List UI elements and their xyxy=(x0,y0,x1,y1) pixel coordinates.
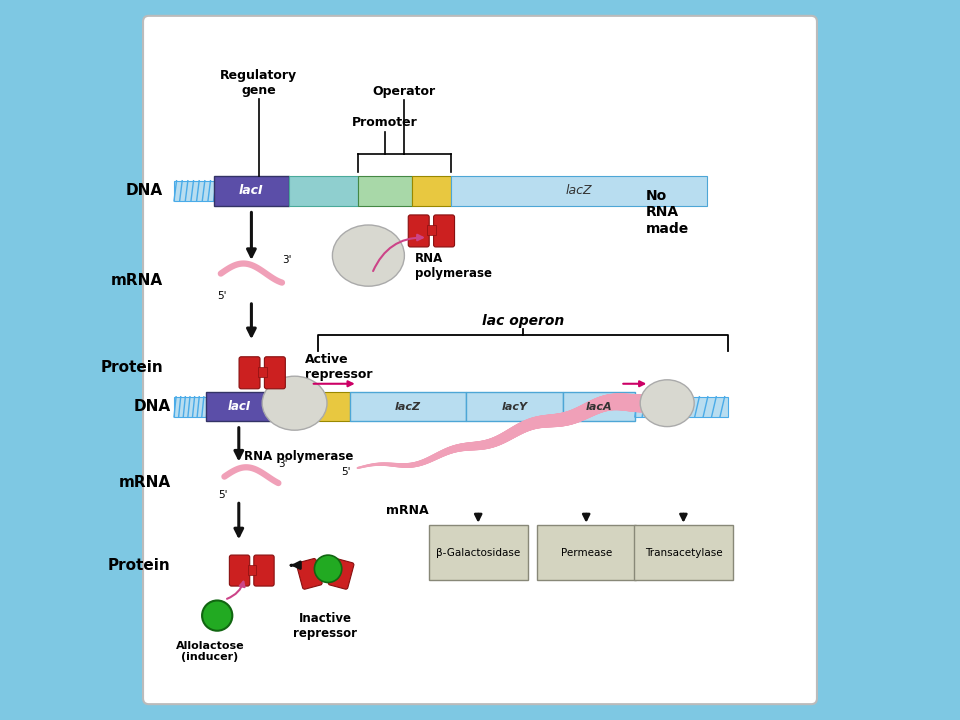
Bar xyxy=(214,176,289,206)
Text: Active
repressor: Active repressor xyxy=(305,354,372,381)
Text: DNA: DNA xyxy=(126,184,163,198)
FancyBboxPatch shape xyxy=(297,559,323,589)
FancyBboxPatch shape xyxy=(253,555,275,586)
Text: Protein: Protein xyxy=(108,558,171,572)
Bar xyxy=(272,392,318,421)
FancyBboxPatch shape xyxy=(408,215,429,247)
Bar xyxy=(635,397,686,417)
FancyBboxPatch shape xyxy=(229,555,250,586)
Text: 5': 5' xyxy=(219,490,228,500)
Text: Regulatory
gene: Regulatory gene xyxy=(220,69,298,97)
Text: lacI: lacI xyxy=(228,400,251,413)
Text: mRNA: mRNA xyxy=(118,475,171,490)
Bar xyxy=(357,176,412,206)
Bar xyxy=(686,397,729,417)
Text: No
RNA
made: No RNA made xyxy=(645,189,689,235)
Text: 3': 3' xyxy=(278,459,288,469)
Text: Inactive
repressor: Inactive repressor xyxy=(293,612,357,640)
FancyBboxPatch shape xyxy=(328,559,354,589)
Text: β-Galactosidase: β-Galactosidase xyxy=(436,548,520,557)
Text: DNA: DNA xyxy=(133,400,171,414)
Bar xyxy=(466,392,563,421)
Ellipse shape xyxy=(332,225,404,287)
Bar xyxy=(258,367,267,377)
Bar xyxy=(289,176,357,206)
Text: Operator: Operator xyxy=(372,85,436,98)
Text: Allolactose
(inducer): Allolactose (inducer) xyxy=(176,641,244,662)
Bar xyxy=(248,565,256,575)
Bar xyxy=(174,181,214,201)
Text: RNA polymerase: RNA polymerase xyxy=(244,450,353,463)
Bar xyxy=(412,176,451,206)
Bar xyxy=(318,392,350,421)
Text: 5': 5' xyxy=(217,291,227,301)
Bar xyxy=(563,392,635,421)
Bar xyxy=(174,397,206,417)
Text: mRNA: mRNA xyxy=(111,274,163,288)
Text: Transacetylase: Transacetylase xyxy=(644,548,722,557)
Text: Permease: Permease xyxy=(561,548,612,557)
Text: lac operon: lac operon xyxy=(482,314,564,328)
Bar xyxy=(427,225,436,235)
Ellipse shape xyxy=(262,376,327,431)
FancyBboxPatch shape xyxy=(634,525,732,580)
Text: lacA: lacA xyxy=(586,402,612,412)
Bar xyxy=(350,392,466,421)
FancyBboxPatch shape xyxy=(264,357,285,389)
FancyBboxPatch shape xyxy=(239,357,260,389)
Text: mRNA: mRNA xyxy=(386,504,429,517)
Text: RNA
polymerase: RNA polymerase xyxy=(416,253,492,280)
Ellipse shape xyxy=(315,555,342,582)
Bar xyxy=(206,392,272,421)
Text: lacZ: lacZ xyxy=(565,184,592,197)
Text: lacI: lacI xyxy=(239,184,264,197)
Text: 5': 5' xyxy=(341,467,350,477)
Text: lacZ: lacZ xyxy=(395,402,421,412)
Text: lacY: lacY xyxy=(501,402,527,412)
Text: 3': 3' xyxy=(282,255,292,265)
FancyBboxPatch shape xyxy=(434,215,454,247)
Bar xyxy=(451,176,707,206)
FancyBboxPatch shape xyxy=(537,525,636,580)
Ellipse shape xyxy=(640,380,694,426)
FancyBboxPatch shape xyxy=(143,16,817,704)
FancyBboxPatch shape xyxy=(429,525,528,580)
Text: Promoter: Promoter xyxy=(351,116,418,129)
Text: Protein: Protein xyxy=(101,360,163,374)
Ellipse shape xyxy=(203,600,232,631)
